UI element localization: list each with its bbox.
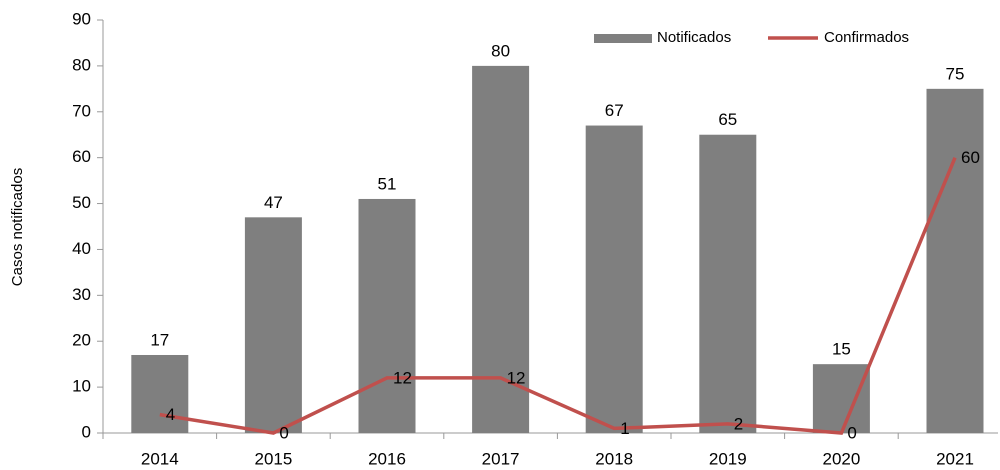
bar bbox=[699, 134, 757, 433]
line-value-label: 12 bbox=[507, 368, 526, 387]
bar bbox=[472, 65, 530, 433]
bar bbox=[812, 364, 870, 433]
bar-value-label: 51 bbox=[378, 174, 397, 193]
x-tick-label: 2018 bbox=[595, 449, 633, 468]
bar-value-label: 65 bbox=[718, 110, 737, 129]
bar bbox=[358, 198, 416, 433]
y-tick-label: 0 bbox=[82, 422, 91, 441]
bar-value-label: 80 bbox=[491, 41, 510, 60]
bar-value-label: 47 bbox=[264, 193, 283, 212]
bar bbox=[926, 88, 984, 433]
bar-value-label: 17 bbox=[150, 330, 169, 349]
line-value-label: 2 bbox=[734, 414, 743, 433]
line-value-label: 0 bbox=[847, 423, 856, 442]
y-tick-label: 40 bbox=[72, 239, 91, 258]
bar-value-label: 75 bbox=[946, 64, 965, 83]
line-value-label: 0 bbox=[279, 423, 288, 442]
x-tick-label: 2021 bbox=[936, 449, 974, 468]
bar-value-label: 15 bbox=[832, 340, 851, 359]
y-tick-label: 30 bbox=[72, 285, 91, 304]
line-value-label: 60 bbox=[961, 148, 980, 167]
y-tick-label: 10 bbox=[72, 377, 91, 396]
x-tick-label: 2020 bbox=[822, 449, 860, 468]
line-value-label: 1 bbox=[620, 419, 629, 438]
x-tick-label: 2014 bbox=[141, 449, 179, 468]
legend-label: Notificados bbox=[657, 29, 731, 46]
bar bbox=[131, 354, 189, 433]
line-value-label: 12 bbox=[393, 368, 412, 387]
bar bbox=[585, 125, 643, 434]
y-tick-label: 50 bbox=[72, 193, 91, 212]
x-tick-label: 2019 bbox=[709, 449, 747, 468]
y-tick-label: 20 bbox=[72, 331, 91, 350]
line bbox=[159, 156, 957, 435]
legend-swatch bbox=[594, 34, 652, 43]
y-tick-label: 80 bbox=[72, 55, 91, 74]
x-tick-label: 2017 bbox=[482, 449, 520, 468]
y-tick-label: 60 bbox=[72, 147, 91, 166]
x-tick-label: 2016 bbox=[368, 449, 406, 468]
line-value-label: 4 bbox=[166, 405, 175, 424]
bar bbox=[244, 217, 302, 433]
bar-value-label: 67 bbox=[605, 101, 624, 120]
y-tick-label: 90 bbox=[72, 9, 91, 28]
y-axis-label: Casos notificados bbox=[9, 168, 26, 286]
x-tick-label: 2015 bbox=[254, 449, 292, 468]
y-tick-label: 70 bbox=[72, 101, 91, 120]
legend-label: Confirmados bbox=[824, 29, 909, 46]
